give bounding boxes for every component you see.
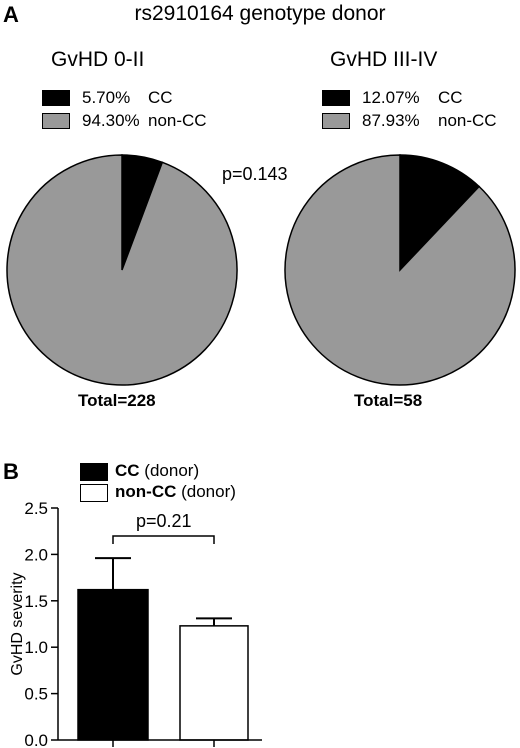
bar-y-tick-label-3: 1.5 [24,592,48,611]
bar-non-cc [179,625,249,741]
legend-pct-noncc-1: 94.30% [82,111,140,130]
panel-a-label: A [3,2,19,27]
bar-y-tick-label-1: 0.5 [24,685,48,704]
bar-cc [77,588,149,741]
bar-y-tick-label-0: 0.0 [24,731,48,748]
legend-swatch-noncc-2 [322,113,350,129]
legend-label-cc-1: CC [148,88,173,107]
legend-label-noncc-1: non-CC [148,111,207,130]
pie-2-total: Total=58 [354,391,423,410]
pie-p-value: p=0.143 [222,164,288,184]
bar-legend-swatch-noncc [80,484,108,502]
bar-y-tick-label-4: 2.0 [24,545,48,564]
bar-y-tick-label-2: 1.0 [24,638,48,657]
pie-1-slice-non-cc [6,154,238,386]
legend-pct-cc-1: 5.70% [82,88,131,107]
pie-2-slice-cc [399,154,481,272]
legend-swatch-noncc-1 [42,113,70,129]
bar-significance-bracket [112,535,215,544]
bar-legend-suffix-noncc: (donor) [181,482,236,501]
legend-label-cc-2: CC [438,88,463,107]
legend-label-noncc-2: non-CC [438,111,497,130]
legend-pct-noncc-2: 87.93% [362,111,420,130]
pie-2-title: GvHD III-IV [330,48,438,71]
bar-p-value: p=0.21 [136,511,192,531]
bar-y-axis-label: GvHD severity [9,572,26,675]
pie-1-total: Total=228 [78,391,156,410]
panel-a-title: rs2910164 genotype donor [134,2,386,25]
pie-2-slice-non-cc [284,154,516,386]
panel-b-label: B [3,459,19,484]
legend-swatch-cc-2 [322,90,350,106]
legend-swatch-cc-1 [42,90,70,106]
pie-1-title: GvHD 0-II [51,48,145,71]
legend-pct-cc-2: 12.07% [362,88,420,107]
bar-legend-label-cc: CC (donor) [115,461,199,481]
bar-legend-name-cc: CC [115,461,140,480]
bar-y-tick-label-5: 2.5 [24,499,48,518]
bar-legend-label-noncc: non-CC (donor) [115,482,236,502]
bar-legend-swatch-cc [80,463,108,481]
bar-legend-name-noncc: non-CC [115,482,177,501]
bar-legend-suffix-cc: (donor) [144,461,200,480]
